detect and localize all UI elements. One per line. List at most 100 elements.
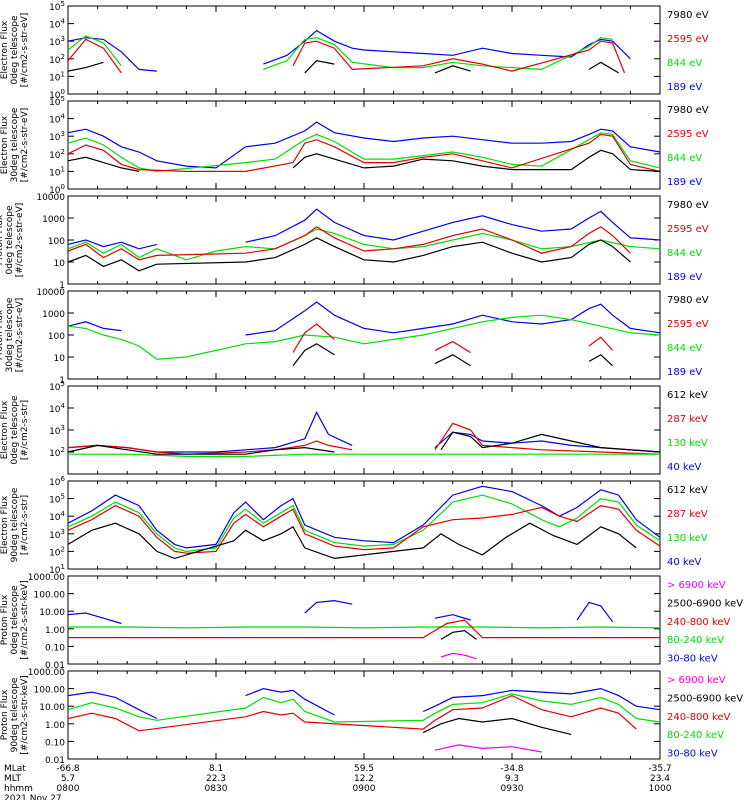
y-tick-label: 10 [54,354,66,364]
legend-entry: 2595 eV [667,129,709,140]
y-tick-label: 102 [49,446,65,459]
y-tick-label: 10000 [36,288,65,298]
y-tick-label: 1.00 [45,626,65,636]
legend-entry: 189 eV [667,177,702,188]
y-axis-label: [#/cm2-s-str-keV] [20,675,30,754]
series-line [67,431,661,455]
legend-entry: 612 keV [667,390,708,401]
y-tick-label: 0.10 [45,738,65,748]
y-tick-label: 10.00 [39,608,65,618]
legend-entry: 2595 eV [667,34,709,45]
legend-entry: 130 keV [667,438,708,449]
legend-entry: 189 eV [667,82,702,93]
x-tick-label: 1000 [649,784,672,794]
series-line [67,133,661,172]
series-line [67,237,631,272]
series-line [67,599,614,625]
y-axis-label: 0deg telescope [5,205,15,275]
y-tick-label: 104 [49,510,65,523]
y-tick-label: 104 [49,113,65,126]
panel-frame [67,385,661,475]
y-tick-label: 0.10 [45,643,65,653]
y-tick-label: 10 [54,259,66,269]
y-tick-label: 0.01 [45,756,65,766]
y-axis-label: [#/cm2-s-str-eV] [20,108,30,183]
series-line [67,228,661,261]
legend-entry: 189 eV [667,367,702,378]
series-line [68,619,660,639]
legend-entry: 2595 eV [667,319,709,330]
x-row-label: hhmm [4,784,33,794]
y-tick-label: 105 [49,95,65,108]
y-tick-label: 106 [49,475,65,488]
y-axis-label: Electron Flux [0,20,10,79]
x-tick-label: 9.3 [505,774,519,784]
y-tick-label: 1000 [42,310,65,320]
x-tick-label: -35.7 [648,764,671,774]
y-axis-label: Proton Flux [0,689,10,740]
series-line [292,343,614,367]
series-line [67,485,661,549]
series-line [67,149,661,172]
y-tick-label: 100 [48,237,65,247]
y-axis-label: Electron Flux [0,115,10,174]
y-tick-label: 101 [49,70,65,83]
y-tick-label: 104 [49,18,65,31]
series-line [67,132,661,173]
series-line [440,652,477,660]
y-tick-label: 102 [49,53,65,66]
series-line [440,629,477,640]
x-tick-label: -34.8 [500,764,524,774]
series-line [422,717,572,735]
legend-entry: 7980 eV [667,295,709,306]
y-axis-label: Electron Flux [0,495,10,554]
series-line [67,522,637,560]
y-tick-label: 1000.00 [28,573,65,583]
legend-entry: 2500-6900 keV [667,693,743,704]
panel-frame [67,670,661,760]
y-tick-label: 102 [49,148,65,161]
y-axis-label: Electron Flux [0,400,10,459]
series-line [67,301,661,336]
y-axis-label: 0deg telescope [10,395,20,465]
x-tick-label: 0930 [501,784,524,794]
date-label: 2021 Nov 27 [4,794,62,800]
y-tick-label: 100 [49,183,65,196]
y-tick-label: 10.00 [39,703,65,713]
series-line [434,744,542,753]
series-line [67,59,619,74]
x-tick-label: 0900 [353,784,376,794]
y-tick-label: 1000.00 [28,668,65,678]
panel-frame [67,195,661,285]
x-tick-label: 8.1 [209,764,223,774]
panel-frame [67,290,661,380]
legend-entry: 80-240 keV [667,730,724,741]
legend-entry: 2500-6900 keV [667,598,743,609]
y-tick-label: 10000 [36,193,65,203]
y-tick-label: 103 [49,130,65,143]
series-line [67,687,661,720]
y-axis-label: [#/cm2-s-str] [20,495,30,555]
y-axis-label: [#/cm2-s-str] [20,400,30,460]
y-axis-label: [#/cm2-s-str-keV] [20,580,30,659]
y-axis-label: 90deg telescope [10,677,20,752]
series-line [67,314,661,360]
panel-frame [67,100,661,190]
series-line [67,504,661,554]
y-tick-label: 1.00 [45,721,65,731]
legend-entry: 80-240 keV [667,635,724,646]
y-axis-label: 0deg telescope [10,585,20,655]
series-line [67,422,661,455]
y-tick-label: 100.00 [34,686,66,696]
legend-entry: > 6900 keV [667,675,726,686]
series-line [67,35,613,71]
x-tick-label: 0830 [205,784,228,794]
legend-entry: 189 eV [667,272,702,283]
y-tick-label: 1000 [42,215,65,225]
legend-entry: 7980 eV [667,10,709,21]
y-axis-label: [#/cm2-s-str-eV] [15,203,25,278]
x-tick-label: 23.4 [650,774,670,784]
legend-entry: 30-80 keV [667,654,718,665]
legend-entry: 844 eV [667,58,702,69]
